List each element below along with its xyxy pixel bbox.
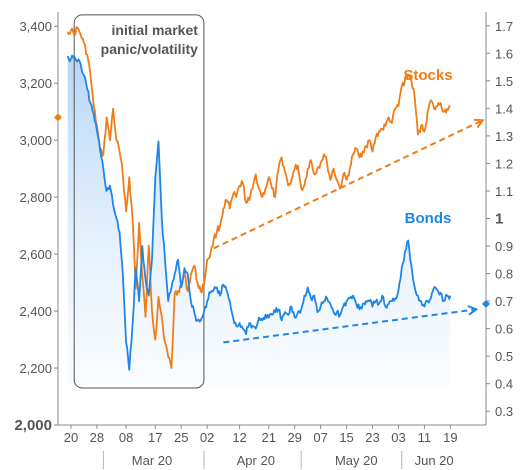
right-tick-label: 1.5 bbox=[495, 74, 513, 89]
bonds-area bbox=[67, 56, 451, 385]
x-tick-label: 19 bbox=[443, 430, 457, 445]
x-tick-label: 17 bbox=[148, 430, 162, 445]
annotation-text: panic/volatility bbox=[101, 41, 198, 57]
bonds-label: Bonds bbox=[405, 210, 452, 227]
annotation: initial market panic/volatility bbox=[73, 14, 205, 389]
stocks-line bbox=[66, 26, 451, 369]
right-tick-label: 0.5 bbox=[495, 349, 513, 364]
x-tick-label: 02 bbox=[200, 430, 214, 445]
right-tick-label: 1.6 bbox=[495, 46, 513, 61]
left-tick-label: 3,200 bbox=[19, 76, 52, 91]
month-label: Mar 20 bbox=[132, 453, 172, 468]
left-tick-label: 2,000 bbox=[14, 417, 52, 434]
labels: Stocks Bonds bbox=[54, 67, 490, 308]
x-tick-label: 07 bbox=[313, 430, 327, 445]
bonds-axis-marker bbox=[482, 299, 490, 308]
x-tick-label: 28 bbox=[90, 430, 104, 445]
annotation-box bbox=[73, 14, 205, 389]
x-tick-label: 12 bbox=[232, 430, 246, 445]
right-tick-label: 0.9 bbox=[495, 239, 513, 254]
series bbox=[66, 26, 485, 371]
right-tick-label: 1 bbox=[495, 211, 503, 228]
x-tick-label: 08 bbox=[119, 430, 133, 445]
right-tick-label: 0.3 bbox=[495, 404, 513, 419]
bonds-line bbox=[66, 54, 452, 371]
month-label: May 20 bbox=[335, 453, 378, 468]
right-tick-label: 1.2 bbox=[495, 156, 513, 171]
left-tick-label: 2,800 bbox=[19, 190, 52, 205]
x-tick-label: 20 bbox=[64, 430, 78, 445]
left-tick-label: 2,200 bbox=[19, 361, 52, 376]
left-tick-label: 3,000 bbox=[19, 133, 52, 148]
right-tick-label: 0.7 bbox=[495, 294, 513, 309]
bonds-trend-arrowhead bbox=[467, 305, 479, 316]
month-label: Apr 20 bbox=[237, 453, 275, 468]
right-tick-label: 0.4 bbox=[495, 377, 513, 392]
x-tick-label: 21 bbox=[262, 430, 276, 445]
left-tick-label: 2,400 bbox=[19, 304, 52, 319]
right-tick-label: 1.1 bbox=[495, 184, 513, 199]
left-tick-label: 3,400 bbox=[19, 19, 52, 34]
left-tick-label: 2,600 bbox=[19, 247, 52, 262]
right-tick-label: 1.7 bbox=[495, 19, 513, 34]
stocks-axis-marker bbox=[54, 113, 62, 122]
stocks-label: Stocks bbox=[403, 67, 452, 84]
axes: 2,000 2,200 2,400 2,600 2,800 3,000 3,200 3,400… bbox=[14, 12, 513, 469]
annotation-text: initial market bbox=[112, 22, 199, 38]
x-tick-label: 29 bbox=[287, 430, 301, 445]
right-tick-label: 1.3 bbox=[495, 129, 513, 144]
x-tick-label: 23 bbox=[365, 430, 379, 445]
right-tick-label: 0.8 bbox=[495, 267, 513, 282]
x-tick-label: 03 bbox=[391, 430, 405, 445]
x-tick-label: 15 bbox=[339, 430, 353, 445]
stocks-trend-arrowhead bbox=[473, 118, 485, 129]
right-tick-label: 0.6 bbox=[495, 322, 513, 337]
x-tick-label: 25 bbox=[174, 430, 188, 445]
month-label: Jun 20 bbox=[415, 453, 454, 468]
bonds-trend-line bbox=[223, 308, 477, 344]
right-tick-label: 1.4 bbox=[495, 101, 513, 116]
x-tick-label: 11 bbox=[418, 430, 432, 445]
bonds-area-fill bbox=[67, 56, 451, 385]
